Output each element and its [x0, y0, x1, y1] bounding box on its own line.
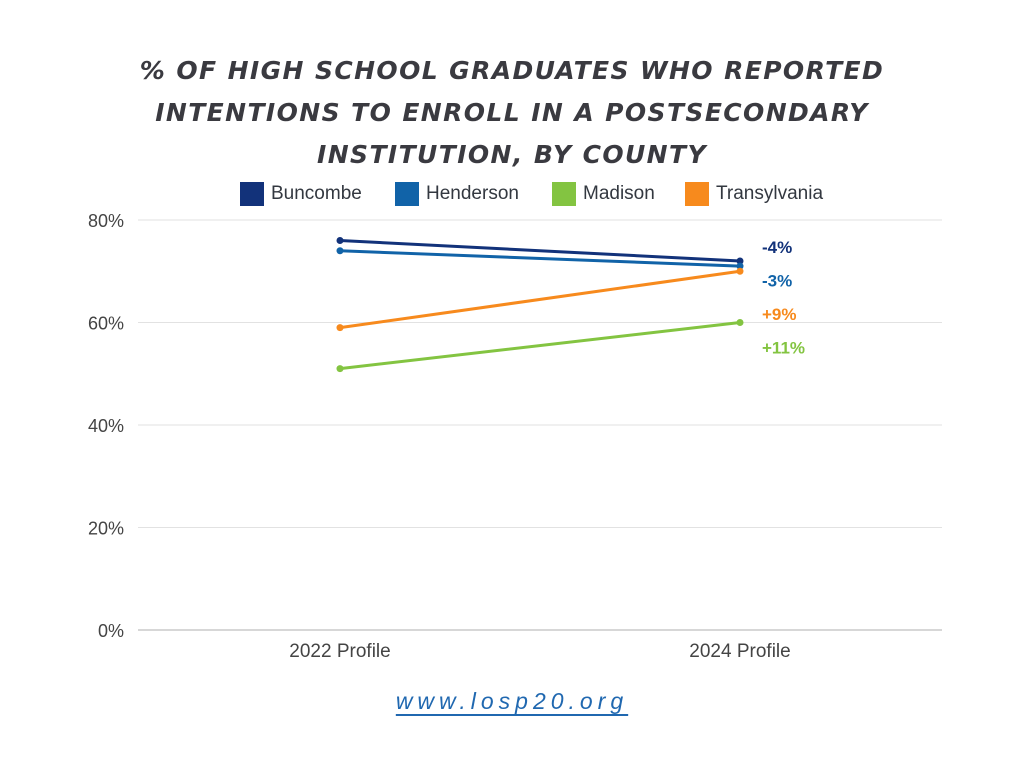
series-lines	[336, 237, 744, 373]
legend-swatch-transylvania	[685, 182, 709, 206]
change-label-transylvania: +9%	[762, 305, 797, 324]
data-point-madison	[336, 365, 344, 373]
y-tick-label: 20%	[88, 519, 124, 539]
website-link[interactable]: www.losp20.org	[395, 688, 629, 714]
data-point-buncombe	[736, 257, 744, 265]
chart-title: % OF HIGH SCHOOL GRADUATES WHO REPORTED …	[139, 56, 885, 169]
legend-swatch-buncombe	[240, 182, 264, 206]
legend-swatch-henderson	[395, 182, 419, 206]
data-point-transylvania	[336, 324, 344, 332]
data-point-transylvania	[736, 267, 744, 275]
legend-label-madison: Madison	[583, 183, 655, 204]
y-axis-tick-labels: 0% 20% 40% 60% 80%	[88, 211, 124, 641]
y-tick-label: 60%	[88, 314, 124, 334]
y-tick-label: 40%	[88, 416, 124, 436]
x-axis-tick-labels: 2022 Profile 2024 Profile	[289, 641, 790, 662]
series-line-buncombe	[338, 239, 742, 263]
change-label-madison: +11%	[762, 339, 805, 358]
legend-label-buncombe: Buncombe	[271, 183, 362, 204]
change-label-henderson: -3%	[762, 272, 792, 291]
series-line-transylvania	[338, 269, 742, 330]
x-tick-label: 2024 Profile	[689, 641, 790, 662]
chart-legend: Buncombe Henderson Madison Transylvania	[0, 180, 1024, 208]
series-line-madison	[338, 321, 742, 371]
change-label-buncombe: -4%	[762, 238, 792, 257]
data-point-henderson	[336, 247, 344, 255]
legend-swatch-madison	[552, 182, 576, 206]
legend-label-henderson: Henderson	[426, 183, 519, 204]
x-tick-label: 2022 Profile	[289, 641, 390, 662]
data-point-madison	[736, 319, 744, 326]
data-point-buncombe	[336, 237, 344, 244]
change-labels: -4% -3% +9% +11%	[762, 238, 805, 358]
y-tick-label: 0%	[98, 621, 124, 641]
grid-lines	[138, 219, 942, 631]
legend-label-transylvania: Transylvania	[716, 183, 824, 204]
y-tick-label: 80%	[88, 211, 124, 231]
data-point-henderson	[736, 262, 744, 270]
series-line-henderson	[338, 249, 742, 268]
